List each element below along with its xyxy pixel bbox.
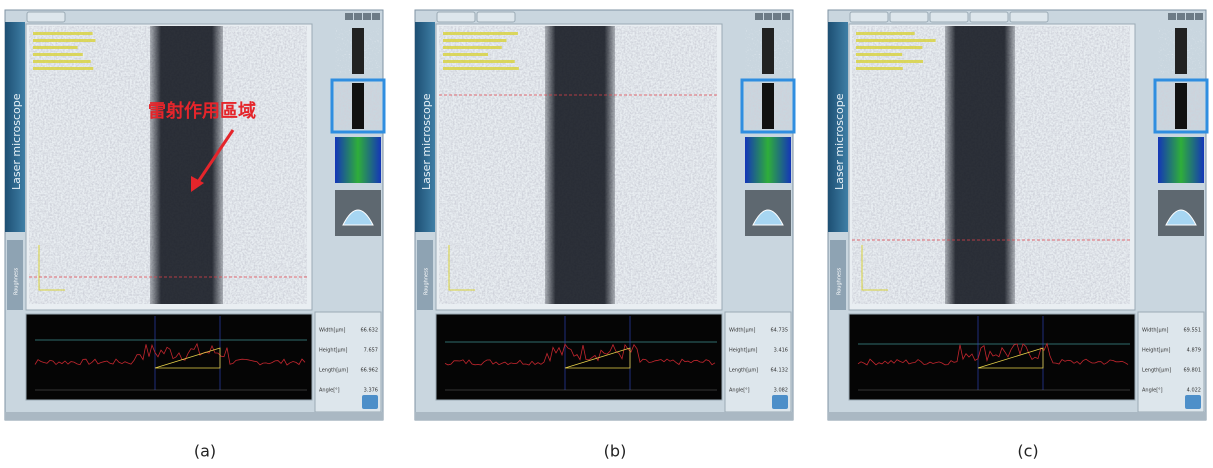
thumb-color-band [762, 83, 774, 129]
overlay-text [856, 39, 936, 42]
thumb-color-band [1175, 83, 1187, 129]
measure-label: Angle[°] [729, 388, 750, 394]
measure-label: Width[μm] [1142, 328, 1169, 334]
export-button [1185, 395, 1201, 409]
tab [890, 12, 928, 22]
status-bar [828, 412, 1206, 420]
export-button [772, 395, 788, 409]
window-button [764, 13, 772, 20]
measure-value: 69.551 [1184, 328, 1202, 334]
measure-value: 69.801 [1184, 368, 1202, 374]
status-bar [5, 412, 383, 420]
overlay-text [856, 32, 915, 35]
window-button [773, 13, 781, 20]
measure-value: 3.082 [774, 388, 788, 394]
tab [437, 12, 475, 22]
overlay-text [856, 46, 922, 49]
overlay-text [856, 53, 902, 56]
overlay-text [33, 46, 78, 49]
thumb-height [1158, 137, 1204, 183]
measure-label: Height[μm] [729, 348, 758, 354]
laser-track [545, 26, 615, 304]
side-tab-label: Roughness [14, 267, 20, 295]
measure-value: 66.962 [361, 368, 379, 374]
tab [477, 12, 515, 22]
measure-value: 3.416 [774, 348, 788, 354]
tab [930, 12, 968, 22]
overlay-text [33, 32, 93, 35]
measure-value: 4.879 [1187, 348, 1201, 354]
thumb-color-band [352, 83, 364, 129]
overlay-text [33, 60, 91, 63]
measure-label: Width[μm] [729, 328, 756, 334]
window-button [363, 13, 371, 20]
measure-label: Angle[°] [319, 388, 340, 394]
figure: Laser microscope Roughness Width[μm] 66.632… [0, 0, 1213, 464]
sidebar-label: Laser microscope [420, 93, 433, 190]
overlay-text [443, 60, 515, 63]
overlay-text [33, 67, 93, 70]
sidebar-label: Laser microscope [833, 93, 846, 190]
window-button [1195, 13, 1203, 20]
measure-label: Height[μm] [319, 348, 348, 354]
sidebar-label: Laser microscope [10, 93, 23, 190]
measure-label: Length[μm] [319, 368, 348, 374]
overlay-text [443, 32, 518, 35]
overlay-text [443, 39, 506, 42]
overlay-text [856, 60, 923, 63]
measure-label: Length[μm] [729, 368, 758, 374]
measure-value: 4.022 [1187, 388, 1201, 394]
profile-graph [849, 314, 1135, 400]
measure-label: Length[μm] [1142, 368, 1171, 374]
thumb-height [335, 137, 381, 183]
caption: (c) [1017, 442, 1038, 461]
overlay-text [443, 53, 488, 56]
measure-value: 64.735 [771, 328, 789, 334]
measure-label: Width[μm] [319, 328, 346, 334]
screenshot-panel: Laser microscope Roughness Width[μm] 66.632… [5, 10, 384, 420]
window-button [782, 13, 790, 20]
overlay-text [33, 53, 83, 56]
thumb-raw-band [1175, 28, 1187, 74]
annotation: 雷射作用區域 [148, 100, 256, 122]
profile-graph [26, 314, 312, 400]
window-button [372, 13, 380, 20]
profile-graph [436, 314, 722, 400]
caption: (b) [604, 442, 627, 461]
page: {"panels": [ {"caption": "(a)", "sidebar… [0, 0, 1213, 464]
window-button [354, 13, 362, 20]
overlay-text [33, 39, 95, 42]
window-button [1186, 13, 1194, 20]
measure-value: 64.132 [771, 368, 789, 374]
tab [27, 12, 65, 22]
thumb-raw-band [762, 28, 774, 74]
window-button [1177, 13, 1185, 20]
thumb-height [745, 137, 791, 183]
side-tab-label: Roughness [424, 267, 430, 295]
screenshot-panel: Laser microscope Roughness Width[μm] 69.551… [828, 10, 1207, 420]
measure-value: 7.657 [364, 348, 378, 354]
tab [970, 12, 1008, 22]
overlay-text [856, 67, 903, 70]
thumb-raw-band [352, 28, 364, 74]
tab [1010, 12, 1048, 22]
window-button [755, 13, 763, 20]
side-tab-label: Roughness [837, 267, 843, 295]
laser-track [945, 26, 1015, 304]
screenshot-panel: Laser microscope Roughness Width[μm] 64.735… [415, 10, 794, 420]
laser-track [150, 26, 223, 304]
status-bar [415, 412, 793, 420]
measure-value: 66.632 [361, 328, 379, 334]
window-button [345, 13, 353, 20]
measure-label: Angle[°] [1142, 388, 1163, 394]
window-button [1168, 13, 1176, 20]
measure-label: Height[μm] [1142, 348, 1171, 354]
tab [850, 12, 888, 22]
overlay-text [443, 46, 502, 49]
measure-value: 3.376 [364, 388, 378, 394]
overlay-text [443, 67, 519, 70]
export-button [362, 395, 378, 409]
caption: (a) [194, 442, 216, 461]
